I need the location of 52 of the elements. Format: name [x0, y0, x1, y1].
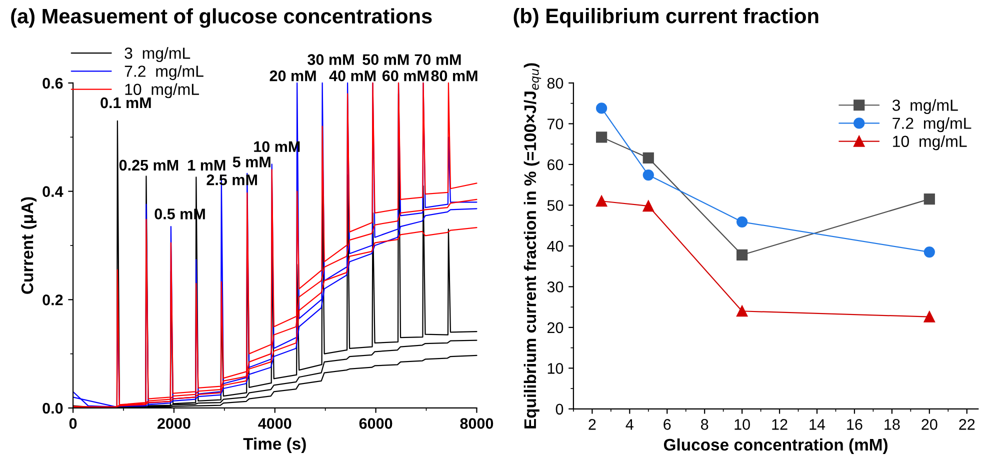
annotation: 0.25 mM	[119, 160, 178, 171]
annotation: 1 mM	[188, 160, 226, 170]
chart-title: (a) Measuement of glucose concentrations	[11, 8, 432, 28]
x-tick-label: 2	[588, 419, 596, 430]
y-axis-title: Current (μA)	[20, 197, 37, 294]
y-tick-label: 10	[548, 363, 564, 374]
x-tick-label: 4	[626, 419, 634, 430]
text: 50 mM	[362, 54, 409, 65]
x-tick-label: 16	[847, 419, 862, 430]
y-tick-label: 0.0	[42, 402, 63, 414]
y-tick-label: 80	[547, 78, 564, 89]
x-tick-label: 8	[701, 419, 708, 430]
y-tick-label: 0.2	[42, 294, 63, 306]
annotation: 0.1 mM	[100, 97, 151, 108]
y-tick-label: 0	[556, 404, 564, 415]
legend-label: 7.2 mg/mL	[892, 117, 972, 132]
annotation: 5 mM	[232, 156, 270, 168]
x-tick-label: 2000	[157, 418, 190, 429]
legend-label: 10 mg/mL	[893, 135, 967, 150]
y-tick-label: 0.4	[42, 186, 64, 197]
x-tick-label: 8000	[460, 418, 494, 429]
y-tick-label: 40	[547, 240, 564, 252]
y-tick-label: 60	[548, 159, 564, 170]
x-axis-title: Time (s)	[243, 438, 306, 454]
text: 20 mM	[270, 70, 316, 82]
y-tick-label: 30	[547, 282, 564, 292]
text: 60 mM	[382, 70, 428, 82]
legend-label: 3 mg/mL	[892, 99, 958, 114]
text: 40 mM	[329, 70, 376, 82]
x-tick-label: 14	[810, 419, 826, 430]
legend-label: 3 mg/mL	[124, 47, 190, 62]
chart-title: (b) Equilibrium current fraction	[514, 8, 818, 28]
y-tick-label: 50	[547, 200, 564, 211]
x-tick-label: 18	[884, 419, 900, 430]
y-tick-label: 20	[548, 322, 564, 334]
text: 70 mM	[414, 54, 461, 65]
text: 30 mM	[308, 54, 354, 65]
text: 80 mM	[431, 70, 478, 82]
x-tick-label: 0	[69, 418, 77, 429]
x-tick-label: 6000	[359, 418, 392, 429]
y-axis-title: Equilibrium current fraction in % (=100×J/J$_{equ}$)	[524, 63, 542, 428]
x-tick-label: 20	[922, 419, 938, 430]
y-tick-label: 0.6	[42, 78, 63, 89]
x-tick-label: 12	[772, 419, 788, 430]
x-tick-label: 6	[664, 419, 671, 430]
legend-label: 10 mg/mL	[125, 83, 199, 98]
legend-label: 7.2 mg/mL	[124, 65, 204, 80]
y-tick-label: 70	[548, 118, 564, 130]
x-tick-label: 10	[734, 419, 750, 430]
x-axis-title: Glucose concentration (mM)	[664, 438, 888, 454]
x-tick-label: 4000	[258, 418, 292, 429]
x-tick-label: 22	[959, 419, 975, 430]
